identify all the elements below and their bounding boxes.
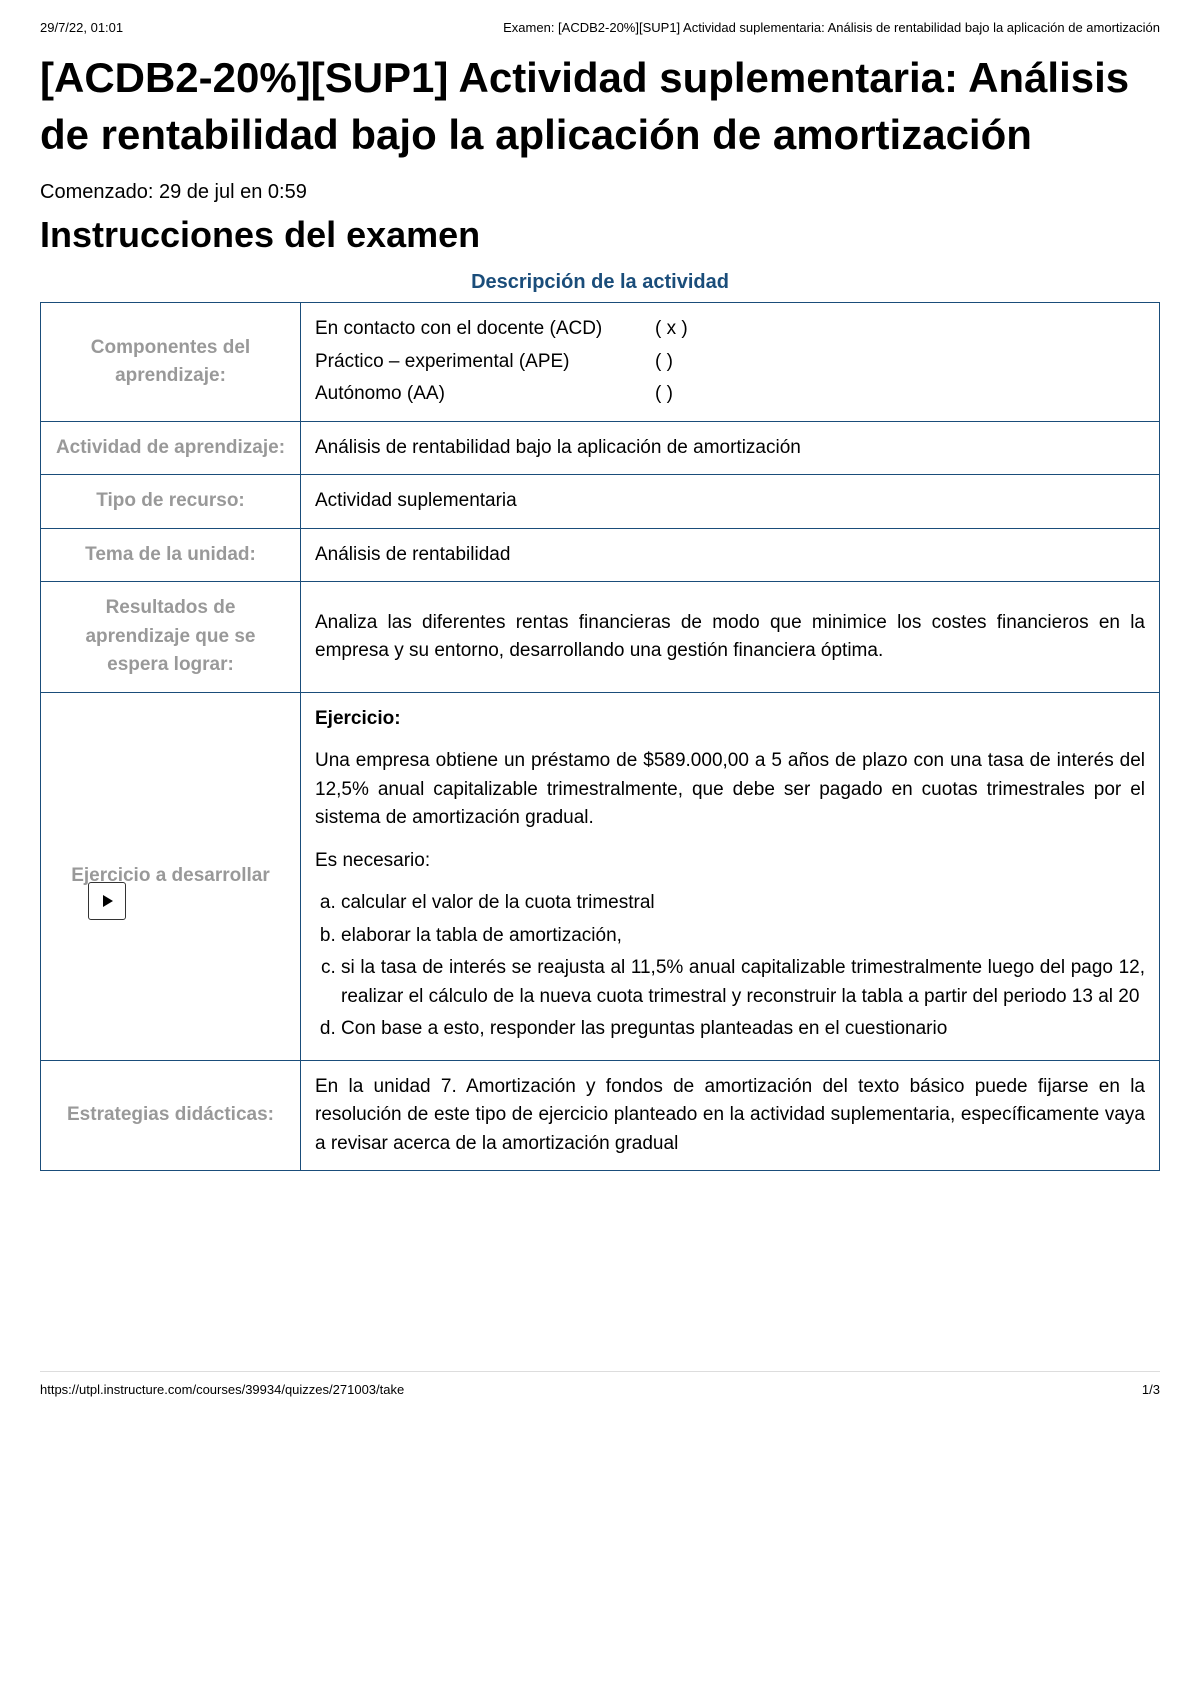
table-row: Componentes del aprendizaje: En contacto… xyxy=(41,303,1160,422)
exercise-intro: Una empresa obtiene un préstamo de $589.… xyxy=(315,747,1145,833)
component-check: ( x ) xyxy=(655,315,715,344)
activity-table: Componentes del aprendizaje: En contacto… xyxy=(40,302,1160,1171)
exercise-content: Ejercicio: Una empresa obtiene un présta… xyxy=(301,692,1160,1060)
print-doc-title: Examen: [ACDB2-20%][SUP1] Actividad supl… xyxy=(503,20,1160,35)
table-row: Estrategias didácticas: En la unidad 7. … xyxy=(41,1060,1160,1171)
unit-theme-value: Análisis de rentabilidad xyxy=(301,528,1160,582)
component-label: Práctico – experimental (APE) xyxy=(315,348,655,377)
exercise-heading: Ejercicio: xyxy=(315,705,1145,734)
component-row: En contacto con el docente (ACD) ( x ) xyxy=(315,315,1145,344)
table-row: Resultados de aprendizaje que se espera … xyxy=(41,582,1160,693)
components-content: En contacto con el docente (ACD) ( x ) P… xyxy=(301,303,1160,422)
learning-results-value: Analiza las diferentes rentas financiera… xyxy=(301,582,1160,693)
resource-type-value: Actividad suplementaria xyxy=(301,475,1160,529)
list-item: si la tasa de interés se reajusta al 11,… xyxy=(341,954,1145,1011)
started-text: Comenzado: 29 de jul en 0:59 xyxy=(40,181,1160,204)
table-row: Actividad de aprendizaje: Análisis de re… xyxy=(41,421,1160,475)
exercise-list: calcular el valor de la cuota trimestral… xyxy=(315,889,1145,1044)
list-item: Con base a esto, responder las preguntas… xyxy=(341,1015,1145,1044)
footer-page: 1/3 xyxy=(1142,1382,1160,1397)
header-meta: 29/7/22, 01:01 Examen: [ACDB2-20%][SUP1]… xyxy=(40,20,1160,35)
component-label: Autónomo (AA) xyxy=(315,380,655,409)
table-row: Tema de la unidad: Análisis de rentabili… xyxy=(41,528,1160,582)
component-label: En contacto con el docente (ACD) xyxy=(315,315,655,344)
footer-url: https://utpl.instructure.com/courses/399… xyxy=(40,1382,404,1397)
learning-results-label: Resultados de aprendizaje que se espera … xyxy=(41,582,301,693)
learning-activity-value: Análisis de rentabilidad bajo la aplicac… xyxy=(301,421,1160,475)
footer: https://utpl.instructure.com/courses/399… xyxy=(40,1371,1160,1397)
component-row: Práctico – experimental (APE) ( ) xyxy=(315,348,1145,377)
instructions-heading: Instrucciones del examen xyxy=(40,214,1160,256)
components-label: Componentes del aprendizaje: xyxy=(41,303,301,422)
play-icon xyxy=(103,895,113,907)
resource-type-label: Tipo de recurso: xyxy=(41,475,301,529)
print-timestamp: 29/7/22, 01:01 xyxy=(40,20,123,35)
strategies-label: Estrategias didácticas: xyxy=(41,1060,301,1171)
list-item: calcular el valor de la cuota trimestral xyxy=(341,889,1145,918)
learning-activity-label: Actividad de aprendizaje: xyxy=(41,421,301,475)
table-wrapper: Componentes del aprendizaje: En contacto… xyxy=(40,302,1160,1171)
exercise-necessary: Es necesario: xyxy=(315,847,1145,876)
table-row: Ejercicio a desarrollar Ejercicio: Una e… xyxy=(41,692,1160,1060)
table-row: Tipo de recurso: Actividad suplementaria xyxy=(41,475,1160,529)
strategies-value: En la unidad 7. Amortización y fondos de… xyxy=(301,1060,1160,1171)
exercise-label: Ejercicio a desarrollar xyxy=(41,692,301,1060)
activity-description-title: Descripción de la actividad xyxy=(40,271,1160,294)
play-button[interactable] xyxy=(88,882,126,920)
component-row: Autónomo (AA) ( ) xyxy=(315,380,1145,409)
unit-theme-label: Tema de la unidad: xyxy=(41,528,301,582)
page-title: [ACDB2-20%][SUP1] Actividad suplementari… xyxy=(40,50,1160,163)
component-check: ( ) xyxy=(655,348,715,377)
component-check: ( ) xyxy=(655,380,715,409)
list-item: elaborar la tabla de amortización, xyxy=(341,922,1145,951)
